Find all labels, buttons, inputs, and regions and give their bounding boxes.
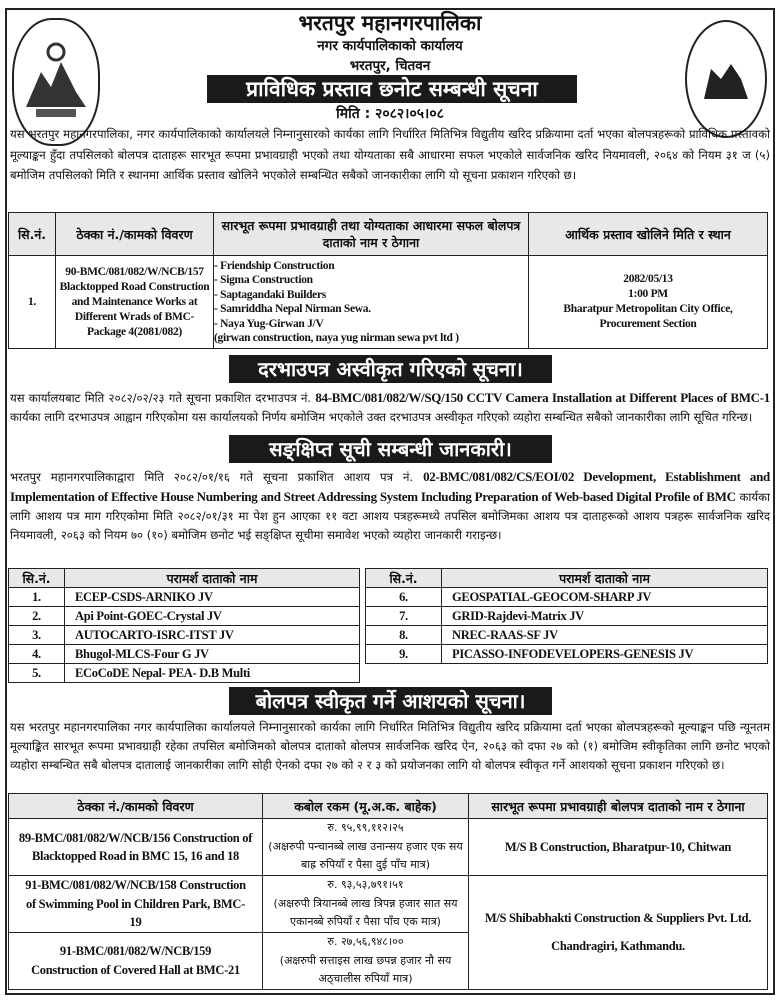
consultant-name: AUTOCARTO-ISRC-ITST JV: [64, 625, 360, 645]
bidder: - Samriddha Nepal Nirman Sewa.: [214, 303, 371, 315]
office-name: नगर कार्यपालिकाको कार्यालय: [317, 38, 463, 54]
bidder: M/S B Construction, Bharatpur-10, Chitwa…: [468, 818, 768, 876]
col-bidder: सारभूत रूपमा प्रभावग्राही बोलपत्र दाताको…: [468, 793, 768, 819]
sn: 6.: [365, 587, 442, 607]
table-row: 9. PICASSO-INFODEVELOPERS-GENESIS JV: [365, 644, 768, 664]
consultant-name: Api Point-GOEC-Crystal JV: [64, 606, 360, 626]
consultant-name: NREC-RAAS-SF JV: [441, 625, 768, 645]
notice2-body: यस कार्यालयबाट मिति २०८२/०२/२३ गते सूचना…: [10, 388, 770, 427]
col-name: परामर्श दाताको नाम: [64, 568, 360, 588]
notice3-body: भरतपुर महानगरपालिकाद्वारा मिति २०८२/०१/१…: [10, 467, 770, 545]
notice1-body: यस भरतपुर महानगरपालिका, नगर कार्यपालिकाक…: [10, 127, 770, 182]
notice2-text: यस कार्यालयबाट मिति २०८२/०२/२३ गते सूचना…: [10, 391, 316, 405]
nepal-emblem-logo: [12, 18, 100, 146]
bidder: - Friendship Construction: [214, 259, 335, 272]
opening-place: Bharatpur Metropolitan City Office, Proc…: [563, 303, 733, 330]
contract: 89-BMC/081/082/W/NCB/156 Construction of…: [8, 818, 263, 876]
consultant-name: GEOSPATIAL-GEOCOM-SHARP JV: [441, 587, 768, 607]
bidder-list: - Friendship Construction - Sigma Constr…: [213, 255, 529, 349]
org-name: भरतपुर महानगरपालिका: [298, 11, 482, 35]
notice4-body: यस भरतपुर महानगरपालिका नगर कार्यपालिका क…: [10, 720, 770, 772]
table-row: 4. Bhugol-MLCS-Four G JV: [8, 644, 360, 664]
amount: रु. ९३,५३,७९१।५१: [327, 878, 404, 892]
amount-cell: रु. ९५,९९,११२।२५ (अक्षरुपी पन्चानब्बे लाख…: [262, 818, 469, 876]
amount-words: (अक्षरुपी सत्ताइस लाख छपन्न हजार नौ सय अ…: [279, 953, 452, 986]
table-row: 1. ECEP-CSDS-ARNIKO JV: [8, 587, 360, 607]
notice3-eoi: 02-BMC/081/082/CS/EOI/02 Development, Es…: [10, 469, 770, 504]
col-contract: ठेक्का नं./कामको विवरण: [8, 793, 263, 819]
notice2-tender: 84-BMC/081/082/W/SQ/150 CCTV Camera Inst…: [315, 390, 770, 405]
notice4-title: बोलपत्र स्वीकृत गर्ने आशयको सूचना।: [229, 687, 552, 715]
award-intent-table: ठेक्का नं./कामको विवरण कबोल रकम (मू.अ.क.…: [8, 793, 768, 990]
sn: 5.: [8, 663, 65, 683]
notice1-date: मिति : २०८२।०५।०८: [336, 106, 444, 122]
table-row: 6. GEOSPATIAL-GEOCOM-SHARP JV: [365, 587, 768, 607]
contract: 91-BMC/081/082/W/NCB/159 Construction of…: [8, 932, 263, 990]
table-row: 91-BMC/081/082/W/NCB/158 Construction of…: [8, 875, 768, 990]
notice2-title: दरभाउपत्र अस्वीकृत गरिएको सूचना।: [229, 355, 552, 383]
sn: 4.: [8, 644, 65, 664]
table-row: 5. ECoCoDE Nepal- PEA- D.B Multi: [8, 663, 360, 683]
sn: 9.: [365, 644, 442, 664]
notice3-text-end: कार्यका लागि आशय पत्र माग गरिएकोमा मिति …: [10, 490, 770, 542]
row-contract: 90-BMC/081/082/W/NCB/157 Blacktopped Roa…: [55, 255, 214, 349]
col-bidders: सारभूत रूपमा प्रभावग्राही तथा योग्यताका …: [213, 212, 529, 256]
table-row: 7. GRID-Rajdevi-Matrix JV: [365, 606, 768, 626]
table-row: 91-BMC/081/082/W/NCB/159 Construction of…: [8, 932, 768, 990]
table-row: 3. AUTOCARTO-ISRC-ITST JV: [8, 625, 360, 645]
bidder: - Sigma Construction: [214, 274, 313, 286]
shortlist-table-left: सि.नं. परामर्श दाताको नाम 1. ECEP-CSDS-ARN…: [8, 568, 360, 683]
amount: रु. ९५,९९,११२।२५: [327, 821, 404, 835]
technical-proposal-table: सि.नं. ठेक्का नं./कामको विवरण सारभूत रूप…: [8, 212, 768, 349]
office-address: भरतपुर, चितवन: [349, 58, 431, 74]
col-amount: कबोल रकम (मू.अ.क. बाहेक): [262, 793, 469, 819]
table-row: 2. Api Point-GOEC-Crystal JV: [8, 606, 360, 626]
col-sn: सि.नं.: [8, 568, 65, 588]
notice2-text-end: कार्यका लागि दरभाउपत्र आह्वान गरिएकोमा य…: [10, 410, 753, 424]
sn: 1.: [8, 587, 65, 607]
consultant-name: ECEP-CSDS-ARNIKO JV: [64, 587, 360, 607]
notice-frame: [5, 8, 775, 995]
table-row: 1. 90-BMC/081/082/W/NCB/157 Blacktopped …: [8, 255, 768, 349]
notice3-title: सङ्क्षिप्त सूची सम्बन्धी जानकारी।: [229, 435, 552, 463]
consultant-name: GRID-Rajdevi-Matrix JV: [441, 606, 768, 626]
notice3-text: भरतपुर महानगरपालिकाद्वारा मिति २०८२/०१/१…: [10, 470, 424, 484]
col-sn: सि.नं.: [8, 212, 56, 256]
bidder: - Saptagandaki Builders: [214, 288, 326, 301]
amount-words: (अक्षरुपी त्रियानब्बे लाख त्रिपन्न हजार …: [273, 896, 458, 929]
sn: 3.: [8, 625, 65, 645]
amount: रु. २७,५६,९४८।००: [327, 935, 404, 948]
bidder: M/S Shibabhakti Construction & Suppliers…: [468, 875, 768, 990]
row-sn: 1.: [8, 255, 56, 349]
bidder: (girwan construction, naya yug nirman se…: [214, 332, 459, 344]
sn: 2.: [8, 606, 65, 626]
table-row: 89-BMC/081/082/W/NCB/156 Construction of…: [8, 818, 768, 876]
bharatpur-seal-logo: [685, 20, 767, 138]
table-row: 8. NREC-RAAS-SF JV: [365, 625, 768, 645]
notice1-title: प्राविधिक प्रस्ताव छनोट सम्बन्धी सूचना: [207, 75, 577, 103]
shortlist-table-right: सि.नं. परामर्श दाताको नाम 6. GEOSPATIAL-GE…: [365, 568, 768, 664]
opening-date: 2082/05/13: [623, 273, 673, 285]
consultant-name: Bhugol-MLCS-Four G JV: [64, 644, 360, 664]
opening-time: 1:00 PM: [628, 288, 668, 300]
bidder: - Naya Yug-Girwan J/V: [214, 317, 324, 330]
consultant-name: PICASSO-INFODEVELOPERS-GENESIS JV: [441, 644, 768, 664]
col-contract: ठेक्का नं./कामको विवरण: [55, 212, 214, 256]
opening-info: 2082/05/13 1:00 PM Bharatpur Metropolita…: [528, 255, 768, 349]
amount-words: (अक्षरुपी पन्चानब्बे लाख उनान्सय हजार एक…: [268, 839, 463, 872]
col-opening: आर्थिक प्रस्ताव खोलिने मिति र स्थान: [528, 212, 768, 256]
sn: 7.: [365, 606, 442, 626]
consultant-name: ECoCoDE Nepal- PEA- D.B Multi: [64, 663, 360, 683]
col-sn: सि.नं.: [365, 568, 442, 588]
col-name: परामर्श दाताको नाम: [441, 568, 768, 588]
sn: 8.: [365, 625, 442, 645]
amount-cell: रु. २७,५६,९४८।०० (अक्षरुपी सत्ताइस लाख छप…: [262, 932, 469, 990]
contract: 91-BMC/081/082/W/NCB/158 Construction of…: [8, 875, 263, 933]
amount-cell: रु. ९३,५३,७९१।५१ (अक्षरुपी त्रियानब्बे ला…: [262, 875, 469, 933]
